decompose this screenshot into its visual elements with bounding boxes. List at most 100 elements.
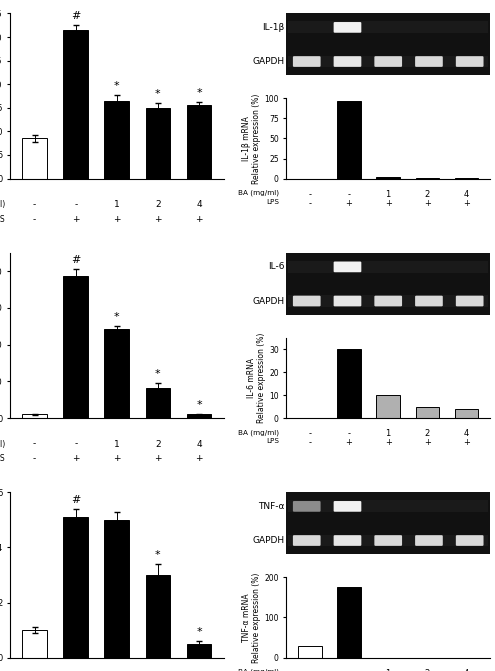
Text: BA (mg/ml): BA (mg/ml): [0, 440, 5, 448]
Text: 1: 1: [114, 440, 120, 448]
Text: #: #: [71, 495, 80, 505]
FancyBboxPatch shape: [334, 535, 361, 546]
FancyBboxPatch shape: [456, 296, 484, 307]
Y-axis label: TNF-α mRNA
Relative expression (%): TNF-α mRNA Relative expression (%): [242, 572, 261, 662]
Text: BA (mg/ml): BA (mg/ml): [238, 429, 279, 436]
Text: -: -: [308, 199, 311, 207]
Bar: [298, 646, 322, 658]
Text: +: +: [424, 199, 431, 207]
Bar: [337, 101, 361, 178]
FancyBboxPatch shape: [293, 501, 321, 512]
Bar: [289, 21, 488, 34]
Bar: [22, 415, 47, 418]
Bar: [22, 630, 47, 658]
Bar: [289, 261, 488, 273]
Text: +: +: [346, 438, 352, 447]
Text: BA (mg/ml): BA (mg/ml): [0, 200, 5, 209]
FancyBboxPatch shape: [456, 535, 484, 546]
Text: *: *: [155, 89, 161, 99]
Text: -: -: [33, 454, 36, 464]
Text: +: +: [72, 454, 80, 464]
Text: *: *: [155, 550, 161, 560]
Text: #: #: [71, 255, 80, 265]
Text: 2: 2: [425, 669, 430, 671]
Text: *: *: [155, 369, 161, 378]
Text: 2: 2: [155, 200, 161, 209]
Bar: [377, 177, 400, 178]
Text: GAPDH: GAPDH: [252, 536, 284, 545]
Text: -: -: [308, 190, 311, 199]
Text: 1: 1: [386, 669, 391, 671]
Text: +: +: [196, 215, 203, 224]
Text: 4: 4: [464, 669, 469, 671]
Text: BA (mg/ml): BA (mg/ml): [238, 669, 279, 671]
Text: -: -: [308, 429, 311, 438]
Bar: [416, 407, 439, 418]
Bar: [289, 535, 488, 546]
Text: *: *: [196, 400, 202, 410]
Text: 4: 4: [464, 190, 469, 199]
Bar: [22, 138, 47, 178]
Text: LPS: LPS: [266, 438, 279, 444]
Text: 4: 4: [464, 429, 469, 438]
Bar: [289, 501, 488, 512]
Text: +: +: [385, 199, 392, 207]
Text: 2: 2: [425, 190, 430, 199]
Text: *: *: [196, 627, 202, 637]
Bar: [187, 415, 211, 418]
Text: GAPDH: GAPDH: [252, 297, 284, 305]
Bar: [146, 389, 170, 418]
FancyBboxPatch shape: [293, 535, 321, 546]
Text: -: -: [74, 200, 77, 209]
Bar: [63, 276, 88, 418]
Bar: [337, 349, 361, 418]
Text: +: +: [113, 454, 121, 464]
Text: +: +: [385, 438, 392, 447]
Bar: [104, 520, 129, 658]
Text: 2: 2: [425, 429, 430, 438]
Y-axis label: IL-1β mRNA
Relative expression (%): IL-1β mRNA Relative expression (%): [242, 93, 261, 184]
Bar: [187, 105, 211, 178]
Text: LPS: LPS: [266, 199, 279, 205]
Text: -: -: [347, 190, 350, 199]
Bar: [146, 575, 170, 658]
Text: 4: 4: [196, 200, 202, 209]
Text: BA (mg/ml): BA (mg/ml): [238, 190, 279, 197]
Text: -: -: [347, 669, 350, 671]
FancyBboxPatch shape: [415, 296, 443, 307]
Text: -: -: [33, 200, 36, 209]
FancyBboxPatch shape: [456, 56, 484, 67]
Text: +: +: [346, 199, 352, 207]
Text: 1: 1: [386, 190, 391, 199]
Text: IL-6: IL-6: [268, 262, 284, 271]
Text: 1: 1: [114, 200, 120, 209]
Text: LPS: LPS: [0, 215, 5, 224]
FancyBboxPatch shape: [334, 501, 361, 512]
Text: 1: 1: [386, 429, 391, 438]
Text: +: +: [463, 438, 470, 447]
Text: TNF-α: TNF-α: [258, 502, 284, 511]
Text: 2: 2: [155, 440, 161, 448]
Text: +: +: [154, 454, 162, 464]
Bar: [104, 101, 129, 178]
Text: -: -: [308, 669, 311, 671]
Bar: [377, 395, 400, 418]
FancyBboxPatch shape: [415, 535, 443, 546]
Bar: [187, 643, 211, 658]
Text: -: -: [308, 438, 311, 447]
Bar: [455, 409, 478, 418]
FancyBboxPatch shape: [374, 535, 402, 546]
FancyBboxPatch shape: [334, 296, 361, 307]
Text: -: -: [33, 440, 36, 448]
Y-axis label: IL-6 mRNA
Relative expression (%): IL-6 mRNA Relative expression (%): [247, 333, 266, 423]
FancyBboxPatch shape: [293, 56, 321, 67]
Text: IL-1β: IL-1β: [262, 23, 284, 32]
Bar: [63, 517, 88, 658]
Text: *: *: [114, 312, 120, 322]
Text: 4: 4: [196, 440, 202, 448]
Text: LPS: LPS: [0, 454, 5, 464]
Text: -: -: [33, 215, 36, 224]
Bar: [104, 329, 129, 418]
Bar: [337, 587, 361, 658]
FancyBboxPatch shape: [334, 56, 361, 67]
